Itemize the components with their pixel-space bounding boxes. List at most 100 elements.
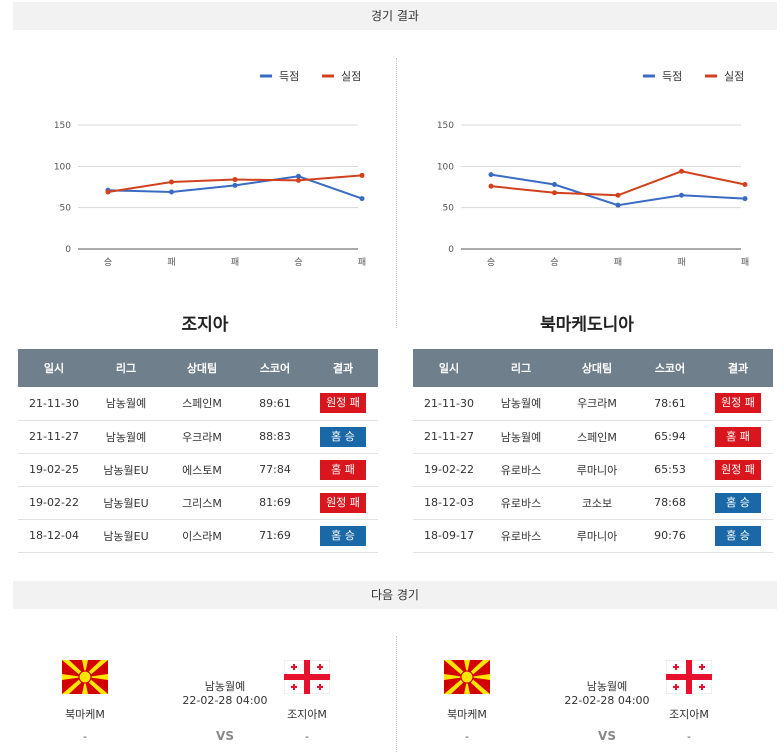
match-league: 남농월예	[586, 680, 628, 693]
away-team-record: -	[687, 730, 691, 743]
cell-opponent: 이스라M	[162, 519, 242, 553]
north-macedonia-flag-icon	[444, 660, 490, 694]
result-badge: 원정 패	[320, 393, 366, 414]
cell-score: 89:61	[242, 387, 308, 421]
result-badge: 홈 승	[715, 492, 761, 513]
cell-opponent: 루마니아	[557, 519, 637, 553]
home-team-name: 북마케M	[447, 708, 487, 721]
cell-date: 18-09-17	[413, 519, 485, 553]
chart-georgia: 0 50 100 150 승 패 패 승 패 득점 실점	[15, 52, 395, 292]
next-match-1[interactable]: 북마케M - 남농월예 22-02-28 04:00 VS 조지아M -	[45, 636, 405, 752]
away-team-name: 조지아M	[287, 708, 327, 721]
column-header: 리그	[90, 349, 162, 387]
cell-score: 77:84	[242, 453, 308, 487]
y-tick-label: 150	[437, 121, 454, 131]
cell-result: 홈 승	[703, 486, 773, 520]
cell-league: 남농월EU	[90, 453, 162, 487]
chart-macedonia-svg: 0 50 100 150 승 승 패 패 패 득점 실점	[437, 70, 749, 268]
match-divider	[396, 636, 397, 752]
table-row[interactable]: 21-11-27 남농월예 우크라M 88:83 홈 승	[18, 420, 378, 454]
team-title-macedonia: 북마케도니아	[540, 315, 634, 335]
next-match-2[interactable]: 북마케M - 남농월예 22-02-28 04:00 VS 조지아M -	[427, 636, 784, 752]
cell-opponent: 코소보	[557, 486, 637, 520]
data-point	[359, 196, 365, 202]
data-point	[552, 190, 557, 196]
cell-result: 홈 승	[308, 420, 378, 454]
cell-result: 홈 승	[703, 519, 773, 553]
cell-score: 65:94	[637, 420, 703, 454]
y-tick-label: 0	[65, 245, 71, 255]
table-row[interactable]: 18-09-17 유로바스 루마니아 90:76 홈 승	[413, 519, 773, 553]
table-row[interactable]: 21-11-30 남농월예 스페인M 89:61 원정 패	[18, 387, 378, 421]
cell-opponent: 우크라M	[162, 420, 242, 454]
cell-score: 90:76	[637, 519, 703, 553]
match-info: 남농월예 22-02-28 04:00 VS	[547, 678, 667, 743]
vs-label: VS	[598, 729, 616, 743]
data-point	[232, 177, 238, 183]
cell-opponent: 그리스M	[162, 486, 242, 520]
x-tick-label: 승	[487, 257, 495, 268]
match-datetime: 22-02-28 04:00	[182, 694, 268, 707]
x-tick-label: 승	[294, 257, 302, 268]
column-header: 결과	[308, 349, 378, 387]
cell-result: 홈 패	[703, 420, 773, 454]
cell-result: 원정 패	[703, 387, 773, 421]
cell-result: 원정 패	[308, 387, 378, 421]
results-table-macedonia: 일시 리그 상대팀 스코어 결과 21-11-30 남농월예 우크라M 78:61 원정 패 21…	[413, 349, 773, 553]
data-point	[742, 182, 748, 188]
table-row[interactable]: 19-02-22 유로바스 루마니아 65:53 원정 패	[413, 453, 773, 487]
cell-league: 남농월예	[485, 420, 557, 454]
table-row[interactable]: 19-02-22 남농월EU 그리스M 81:69 원정 패	[18, 486, 378, 520]
data-point	[742, 196, 748, 202]
georgia-flag-icon	[666, 660, 712, 694]
cell-league: 남농월예	[90, 387, 162, 421]
results-section-title: 경기 결과	[13, 2, 777, 30]
results-table-georgia: 일시 리그 상대팀 스코어 결과 21-11-30 남농월예 스페인M 89:61 원정 패 21…	[18, 349, 378, 553]
team-title-georgia: 조지아	[181, 315, 229, 335]
cell-result: 원정 패	[308, 486, 378, 520]
x-tick-label: 패	[358, 257, 366, 268]
data-point	[359, 172, 365, 178]
cell-result: 홈 패	[308, 453, 378, 487]
column-header: 상대팀	[162, 349, 242, 387]
cell-opponent: 스페인M	[162, 387, 242, 421]
cell-opponent: 우크라M	[557, 387, 637, 421]
next-section-title: 다음 경기	[13, 581, 777, 609]
data-point	[615, 192, 621, 198]
result-badge: 홈 패	[320, 459, 366, 480]
data-point	[615, 202, 621, 208]
cell-score: 78:68	[637, 486, 703, 520]
table-row[interactable]: 21-11-27 남농월예 스페인M 65:94 홈 패	[413, 420, 773, 454]
cell-score: 71:69	[242, 519, 308, 553]
cell-result: 원정 패	[703, 453, 773, 487]
cell-date: 21-11-27	[18, 420, 90, 454]
table-header-row: 일시 리그 상대팀 스코어 결과	[18, 349, 378, 387]
y-tick-label: 0	[448, 245, 454, 255]
away-team: 조지아M -	[649, 660, 729, 743]
result-badge: 홈 승	[320, 426, 366, 447]
result-badge: 원정 패	[715, 459, 761, 480]
home-team: 북마케M -	[427, 660, 507, 743]
table-row[interactable]: 19-02-25 남농월EU 에스토M 77:84 홈 패	[18, 453, 378, 487]
table-row[interactable]: 21-11-30 남농월예 우크라M 78:61 원정 패	[413, 387, 773, 421]
table-row[interactable]: 18-12-04 남농월EU 이스라M 71:69 홈 승	[18, 519, 378, 553]
data-point	[488, 183, 494, 189]
cell-date: 18-12-04	[18, 519, 90, 553]
cell-opponent: 루마니아	[557, 453, 637, 487]
column-header: 일시	[413, 349, 485, 387]
column-header: 상대팀	[557, 349, 637, 387]
cell-score: 65:53	[637, 453, 703, 487]
result-badge: 홈 패	[715, 426, 761, 447]
away-team: 조지아M -	[267, 660, 347, 743]
away-team-record: -	[305, 730, 309, 743]
cell-league: 남농월예	[485, 387, 557, 421]
legend-label: 득점	[279, 70, 299, 83]
home-team-record: -	[465, 730, 469, 743]
data-point	[296, 173, 301, 179]
x-tick-label: 패	[677, 257, 685, 268]
column-header: 리그	[485, 349, 557, 387]
data-point	[552, 182, 557, 188]
result-badge: 원정 패	[320, 492, 366, 513]
cell-score: 78:61	[637, 387, 703, 421]
table-row[interactable]: 18-12-03 유로바스 코소보 78:68 홈 승	[413, 486, 773, 520]
